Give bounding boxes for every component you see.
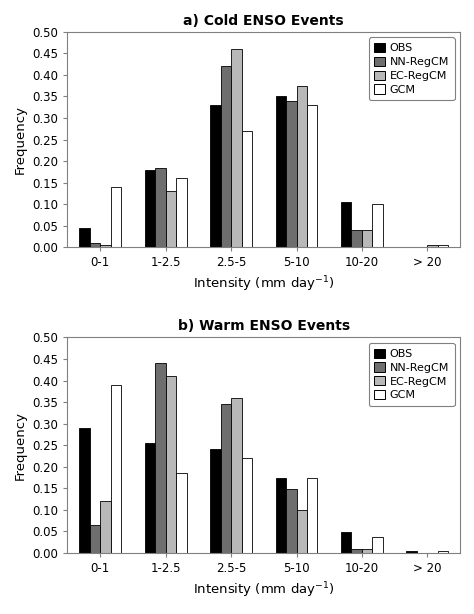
Legend: OBS, NN-RegCM, EC-RegCM, GCM: OBS, NN-RegCM, EC-RegCM, GCM <box>368 343 455 406</box>
X-axis label: Intensity (mm day$^{-1}$): Intensity (mm day$^{-1}$) <box>193 580 335 600</box>
Bar <box>210 105 220 247</box>
Bar <box>79 428 90 553</box>
Bar <box>145 443 155 553</box>
Y-axis label: Frequency: Frequency <box>14 105 27 174</box>
Bar <box>176 473 187 553</box>
Bar <box>297 510 307 553</box>
Bar <box>438 245 448 247</box>
Bar <box>176 178 187 247</box>
Bar <box>373 204 383 247</box>
Bar <box>352 230 362 247</box>
Bar <box>110 385 121 553</box>
Bar <box>231 49 242 247</box>
Legend: OBS, NN-RegCM, EC-RegCM, GCM: OBS, NN-RegCM, EC-RegCM, GCM <box>368 37 455 100</box>
Bar <box>286 101 297 247</box>
Title: a) Cold ENSO Events: a) Cold ENSO Events <box>183 14 344 28</box>
Bar <box>275 96 286 247</box>
Bar <box>165 192 176 247</box>
Bar <box>242 458 252 553</box>
Bar <box>220 404 231 553</box>
Bar <box>145 169 155 247</box>
Bar <box>286 489 297 553</box>
Bar <box>297 86 307 247</box>
Bar <box>90 525 100 553</box>
X-axis label: Intensity (mm day$^{-1}$): Intensity (mm day$^{-1}$) <box>193 275 335 295</box>
Bar <box>100 501 110 553</box>
Bar <box>90 243 100 247</box>
Bar <box>110 187 121 247</box>
Bar <box>438 551 448 553</box>
Bar <box>373 537 383 553</box>
Bar <box>242 131 252 247</box>
Bar <box>155 168 165 247</box>
Bar <box>79 228 90 247</box>
Bar <box>341 532 352 553</box>
Bar <box>428 245 438 247</box>
Bar <box>362 550 373 553</box>
Bar <box>100 245 110 247</box>
Bar <box>307 478 318 553</box>
Bar <box>352 550 362 553</box>
Bar <box>165 376 176 553</box>
Bar <box>406 551 417 553</box>
Bar <box>341 202 352 247</box>
Bar <box>231 398 242 553</box>
Bar <box>220 66 231 247</box>
Bar <box>275 478 286 553</box>
Bar <box>155 363 165 553</box>
Bar <box>362 230 373 247</box>
Title: b) Warm ENSO Events: b) Warm ENSO Events <box>178 319 350 333</box>
Bar <box>307 105 318 247</box>
Bar <box>210 449 220 553</box>
Y-axis label: Frequency: Frequency <box>14 411 27 480</box>
